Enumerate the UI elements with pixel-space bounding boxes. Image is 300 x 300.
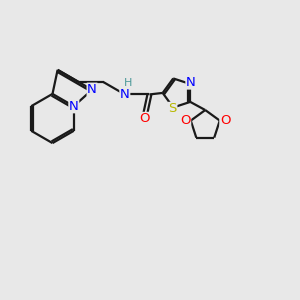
Text: O: O	[220, 114, 230, 127]
Text: N: N	[120, 88, 130, 101]
Text: N: N	[87, 83, 97, 96]
Text: O: O	[180, 114, 190, 127]
Text: N: N	[69, 100, 79, 113]
Text: H: H	[124, 78, 133, 88]
Text: O: O	[140, 112, 150, 125]
Text: S: S	[168, 102, 177, 116]
Text: N: N	[186, 76, 196, 89]
